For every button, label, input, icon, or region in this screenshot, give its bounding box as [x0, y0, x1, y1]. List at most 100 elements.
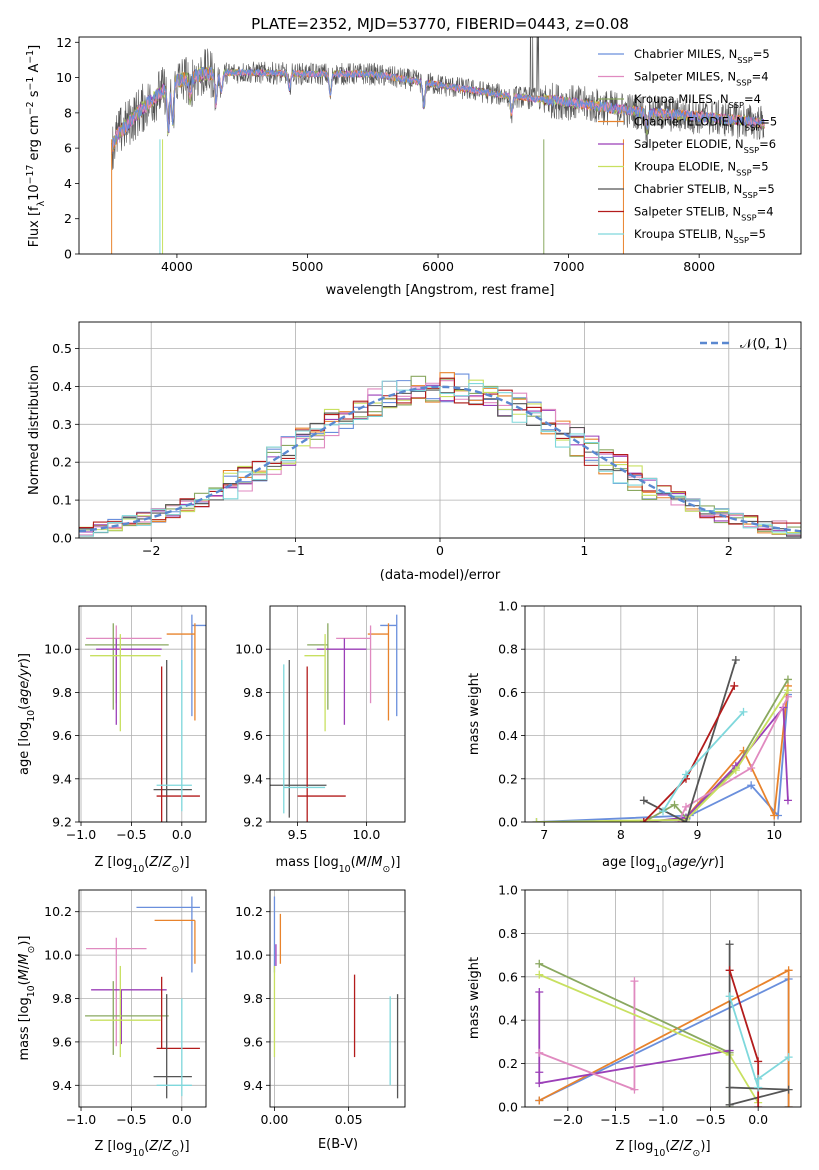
- age-z-axes: −1.0 −0.5 0.0 9.2 9.4 9.6 9.8 10.0 Z [log10(Z/Z⊙…: [17, 605, 207, 875]
- y-tick-label: 9.8: [243, 685, 263, 700]
- x-tick-label: 5000: [292, 259, 324, 274]
- y-tick-label: 0.4: [498, 728, 518, 743]
- weight-z-xlabel: Z [log10(Z/Z⊙)]: [615, 1139, 710, 1159]
- weight-z-series-marker: [784, 1103, 793, 1107]
- y-tick-label: 9.4: [243, 1078, 263, 1093]
- x-tick-label: −2.0: [553, 1112, 583, 1127]
- x-tick-label: 10: [766, 827, 782, 842]
- x-tick-label: −0.5: [116, 827, 146, 842]
- y-tick-label: 0.0: [498, 815, 518, 830]
- y-tick-label: 10.0: [235, 642, 263, 657]
- weight-z-series-marker: [630, 977, 639, 986]
- x-tick-label: 7: [540, 827, 548, 842]
- y-tick-label: 1.0: [498, 599, 518, 614]
- weight-z-series-marker: [535, 959, 544, 968]
- y-tick-label: 9.8: [243, 991, 263, 1006]
- weight-z-series-marker: [630, 1085, 639, 1094]
- weight-age-series-marker: [783, 675, 792, 684]
- figure-title: PLATE=2352, MJD=53770, FIBERID=0443, z=0…: [251, 15, 629, 33]
- weight-age-series-marker: [639, 818, 648, 822]
- y-tick-label: 10.0: [44, 642, 72, 657]
- weight-z-series-marker: [535, 1096, 544, 1105]
- legend-entry: Chabrier STELIB, NSSP=5: [634, 182, 775, 200]
- axes-frame: [269, 605, 406, 823]
- y-tick-label: 10.0: [235, 948, 263, 963]
- age-mass-axes: 9.5 10.0 9.2 9.4 9.6 9.8 10.0 mass [log10(M/M⊙)…: [235, 605, 406, 875]
- legend-entry: Chabrier ELODIE, NSSP=5: [634, 115, 777, 133]
- axes-frame: [78, 36, 802, 255]
- plot-area: [532, 656, 792, 822]
- x-tick-label: 4000: [161, 259, 193, 274]
- legend-entry: Chabrier MILES, NSSP=5: [634, 47, 770, 65]
- y-tick-label: 0.5: [52, 341, 72, 356]
- x-tick-label: −0.5: [116, 1112, 146, 1127]
- x-tick-label: −1.0: [66, 1112, 96, 1127]
- x-tick-label: 1: [580, 543, 588, 558]
- weight-z-series: [728, 970, 760, 1107]
- weight-age-series-marker: [532, 818, 541, 822]
- spectrum-legend: Chabrier MILES, NSSP=5 Salpeter MILES, NS…: [598, 47, 777, 245]
- weight-age-series-marker: [783, 796, 792, 805]
- y-tick-label: 9.2: [52, 815, 72, 830]
- weight-age-series-marker: [682, 818, 690, 822]
- y-tick-label: 0.6: [498, 969, 518, 984]
- y-tick-label: 0.2: [498, 771, 518, 786]
- legend-entry: Kroupa ELODIE, NSSP=5: [634, 160, 769, 178]
- legend-entry: Salpeter STELIB, NSSP=4: [634, 205, 774, 223]
- weight-age-series-marker: [682, 770, 690, 779]
- weight-z-series-marker: [784, 966, 793, 975]
- x-tick-label: 8000: [683, 259, 715, 274]
- x-tick-label: 0.00: [261, 1112, 289, 1127]
- weight-z-series-marker: [535, 1079, 544, 1088]
- weight-z-series-marker: [784, 1053, 793, 1062]
- weight-age-series-marker: [670, 800, 679, 809]
- y-tick-label: 9.2: [243, 815, 263, 830]
- x-tick-label: 0.0: [748, 1112, 768, 1127]
- legend-entry: Kroupa MILES, NSSP=4: [634, 92, 761, 110]
- weight-z-ylabel: mass weight: [467, 957, 482, 1039]
- x-tick-label: 0: [436, 543, 444, 558]
- y-tick-label: 0.1: [52, 493, 72, 508]
- spectrum-xlabel: wavelength [Angstrom, rest frame]: [326, 283, 555, 298]
- weight-z-series-marker: [754, 1083, 763, 1092]
- weight-age-xlabel: age [log10(age/yr)]: [602, 855, 724, 875]
- mass-ylabel: mass [log10(M/M⊙)]: [17, 936, 37, 1061]
- x-tick-label: −1.0: [648, 1112, 678, 1127]
- y-tick-label: 9.4: [52, 771, 72, 786]
- x-tick-label: 6000: [422, 259, 454, 274]
- weight-age-series-marker: [731, 656, 740, 664]
- spectrum-series: [111, 37, 765, 170]
- y-tick-label: 0.6: [498, 685, 518, 700]
- y-tick-label: 10.2: [44, 904, 72, 919]
- plot-area: [79, 372, 801, 537]
- weight-age-series-marker: [639, 796, 648, 805]
- weight-age-series-marker: [730, 681, 739, 690]
- legend-entry: Kroupa STELIB, NSSP=5: [634, 227, 766, 245]
- weight-z-series-marker: [535, 1068, 544, 1077]
- weight-age-series-marker: [770, 811, 779, 820]
- weight-age-series: [643, 659, 737, 822]
- weight-z-series-marker: [754, 1074, 763, 1083]
- weight-age-series: [681, 685, 789, 822]
- x-tick-label: 9.5: [288, 827, 308, 842]
- y-tick-label: 0.0: [52, 531, 72, 546]
- y-tick-label: 9.8: [52, 685, 72, 700]
- y-tick-label: 9.6: [52, 1034, 72, 1049]
- weight-z-series-marker: [725, 940, 734, 949]
- x-tick-label: 9: [694, 827, 702, 842]
- y-tick-label: 9.6: [243, 1034, 263, 1049]
- mass-ebv-xlabel: E(B-V): [318, 1137, 358, 1152]
- legend-entry: 𝒩(0, 1): [740, 337, 787, 352]
- weight-age-series-marker: [731, 766, 740, 775]
- mass-z-xlabel: Z [log10(Z/Z⊙)]: [94, 1139, 189, 1159]
- y-tick-label: 1.0: [498, 883, 518, 898]
- y-tick-label: 0: [64, 247, 72, 262]
- weight-age-series-marker: [747, 781, 756, 790]
- mass-z-axes: −1.0 −0.5 0.0 9.4 9.6 9.8 10.0 10.2 Z [log10(Z/Z…: [17, 889, 207, 1159]
- weight-z-series-marker: [754, 1057, 763, 1066]
- weight-age-series-marker: [659, 807, 667, 816]
- plot-area: [535, 940, 793, 1107]
- y-tick-label: 10: [56, 70, 72, 85]
- y-tick-label: 10.2: [235, 904, 263, 919]
